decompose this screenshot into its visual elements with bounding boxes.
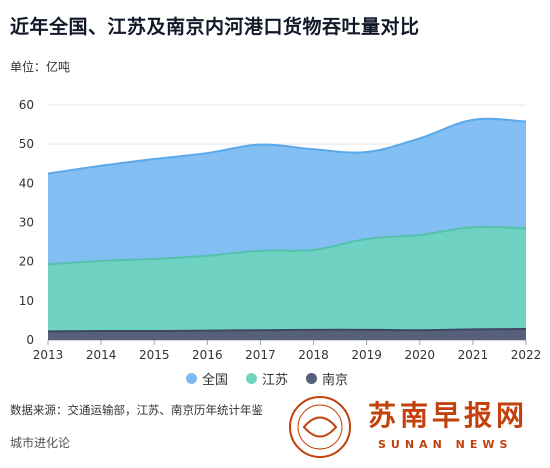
y-tick-label: 30 — [19, 216, 34, 230]
y-tick-label: 60 — [19, 98, 34, 112]
logo: 苏南早报网 SUNAN NEWS — [282, 390, 544, 464]
x-tick-label: 2016 — [192, 348, 223, 362]
legend-swatch-nanjing — [306, 373, 318, 384]
legend-item-jiangsu[interactable]: 江苏 — [246, 369, 288, 388]
data-source-note: 数据来源：交通运输部，江苏、南京历年统计年鉴 — [10, 403, 263, 417]
chart-title: 近年全国、江苏及南京内河港口货物吞吐量对比 — [10, 16, 420, 38]
x-tick-label: 2015 — [139, 348, 170, 362]
line-national — [47, 117, 527, 175]
area-jiangsu — [48, 226, 526, 340]
legend-label-jiangsu: 江苏 — [262, 373, 289, 388]
legend-swatch-national — [186, 373, 197, 384]
legend: 全国 江苏 南京 — [186, 369, 348, 388]
x-tick-label: 2014 — [86, 348, 117, 362]
logo-subtitle: SUNAN NEWS — [378, 438, 513, 451]
line-jiangsu — [47, 225, 527, 266]
legend-swatch-jiangsu — [246, 373, 258, 384]
unit-label: 单位：亿吨 — [10, 60, 71, 74]
seal-icon — [289, 396, 351, 458]
y-tick-label: 10 — [19, 294, 34, 308]
area-chart: 0 10 20 30 40 50 60 2013 2014 2015 2016 2017 2018 201… — [19, 98, 542, 362]
x-tick-label: 2020 — [405, 348, 436, 362]
x-tick-label: 2022 — [511, 348, 542, 362]
legend-label-national: 全国 — [202, 373, 229, 388]
x-tick-label: 2021 — [458, 348, 489, 362]
y-tick-label: 20 — [19, 255, 34, 269]
y-tick-label: 0 — [26, 333, 34, 347]
y-tick-label: 50 — [19, 137, 34, 151]
legend-label-nanjing: 南京 — [322, 373, 349, 388]
x-tick-label: 2017 — [245, 348, 276, 362]
x-tick-label: 2019 — [351, 348, 382, 362]
legend-item-national[interactable]: 全国 — [186, 369, 228, 388]
x-tick-label: 2018 — [298, 348, 329, 362]
line-nanjing — [47, 328, 527, 333]
logo-name: 苏南早报网 — [368, 399, 529, 432]
x-tick-label: 2013 — [33, 348, 64, 362]
legend-item-nanjing[interactable]: 南京 — [306, 369, 348, 388]
y-tick-label: 40 — [19, 176, 34, 190]
footer-brand: 城市进化论 — [10, 436, 71, 450]
